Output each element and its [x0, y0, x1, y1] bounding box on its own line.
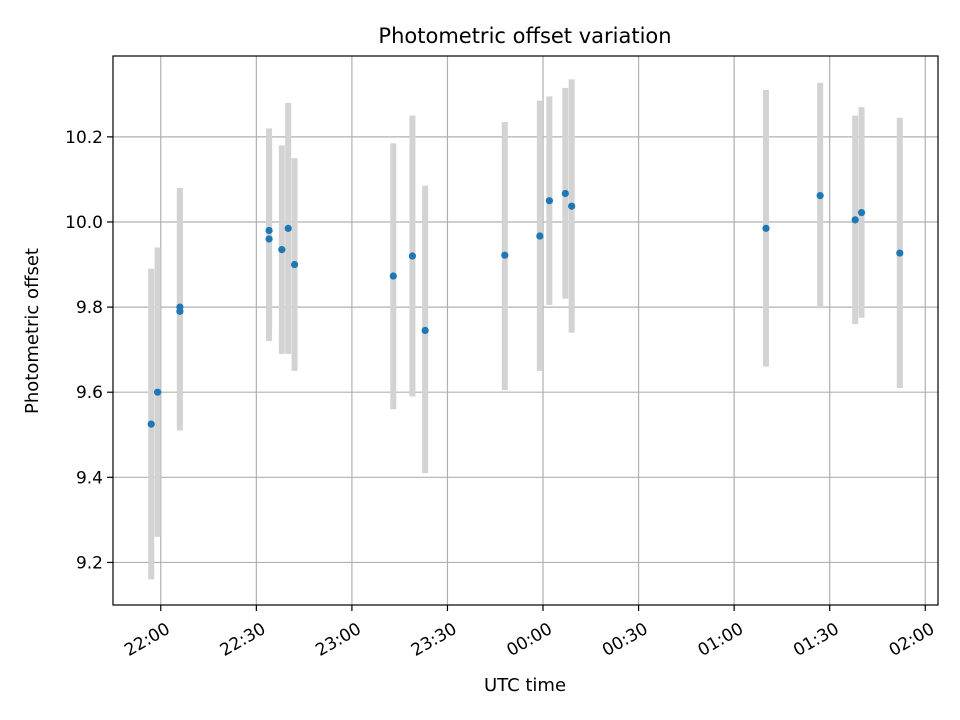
data-point — [536, 232, 544, 240]
data-point — [561, 189, 569, 198]
data-point — [568, 202, 576, 210]
data-point — [857, 209, 866, 217]
y-tick-label: 9.2 — [76, 553, 103, 573]
y-axis-ticks: 9.2 9.4 9.6 9.8 10.0 10.2 — [65, 128, 113, 573]
data-point — [389, 272, 397, 280]
data-point — [265, 226, 273, 235]
y-axis-label: Photometric offset — [22, 248, 43, 414]
data-point — [278, 246, 286, 254]
x-axis-label: UTC time — [484, 675, 566, 696]
y-tick-label: 9.8 — [76, 298, 103, 318]
data-point — [896, 249, 904, 257]
data-point — [851, 216, 859, 224]
data-point — [290, 260, 299, 269]
data-point — [147, 420, 155, 428]
data-point — [501, 251, 509, 259]
y-tick-label: 9.4 — [76, 468, 103, 488]
y-tick-label: 9.6 — [76, 383, 103, 403]
data-point — [265, 235, 273, 243]
grid — [113, 56, 938, 605]
data-point — [408, 252, 417, 260]
data-point — [762, 224, 770, 232]
data-points — [147, 189, 904, 428]
y-tick-label: 10.0 — [65, 213, 103, 233]
data-point — [421, 326, 429, 335]
data-point — [816, 191, 824, 200]
data-point — [176, 307, 184, 315]
data-point — [545, 197, 553, 205]
data-point — [284, 224, 292, 232]
data-point — [153, 388, 162, 396]
chart-title: Photometric offset variation — [378, 24, 671, 48]
y-tick-label: 10.2 — [65, 128, 103, 148]
plot-frame — [112, 55, 939, 606]
